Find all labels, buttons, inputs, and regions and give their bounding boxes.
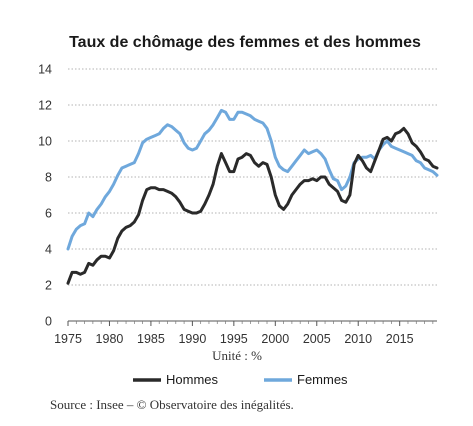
y-tick-label: 2 — [45, 279, 52, 293]
legend-label-hommes: Hommes — [166, 372, 219, 387]
x-axis-label: Unité : % — [212, 348, 262, 363]
x-tick-label: 1985 — [137, 332, 165, 346]
x-tick-label: 1995 — [220, 332, 248, 346]
x-tick-label: 1980 — [96, 332, 124, 346]
series-line-hommes — [66, 126, 439, 285]
y-tick-label: 0 — [45, 315, 52, 329]
y-tick-label: 6 — [45, 207, 52, 221]
x-tick-label: 2000 — [261, 332, 289, 346]
x-tick-label: 2015 — [386, 332, 414, 346]
x-tick-label: 2010 — [344, 332, 372, 346]
x-axis: 1975 1980 1985 1990 1995 2000 2005 2010 2015 — [54, 320, 437, 346]
x-tick-label: 1990 — [178, 332, 206, 346]
grid-lines — [68, 68, 437, 286]
y-tick-label: 12 — [38, 99, 52, 113]
x-tick-label: 1975 — [54, 332, 82, 346]
series-lines — [66, 108, 439, 285]
x-tick-label: 2005 — [303, 332, 331, 346]
y-tick-label: 14 — [38, 63, 52, 77]
legend: Hommes Femmes — [133, 372, 348, 387]
chart-title: Taux de chômage des femmes et des hommes — [69, 34, 421, 51]
y-axis-ticks: 0 2 4 6 8 10 12 14 — [38, 63, 52, 329]
y-tick-label: 8 — [45, 171, 52, 185]
source-note: Source : Insee – © Observatoire des inég… — [50, 397, 294, 412]
y-tick-label: 10 — [38, 135, 52, 149]
y-tick-label: 4 — [45, 243, 52, 257]
legend-label-femmes: Femmes — [297, 372, 348, 387]
